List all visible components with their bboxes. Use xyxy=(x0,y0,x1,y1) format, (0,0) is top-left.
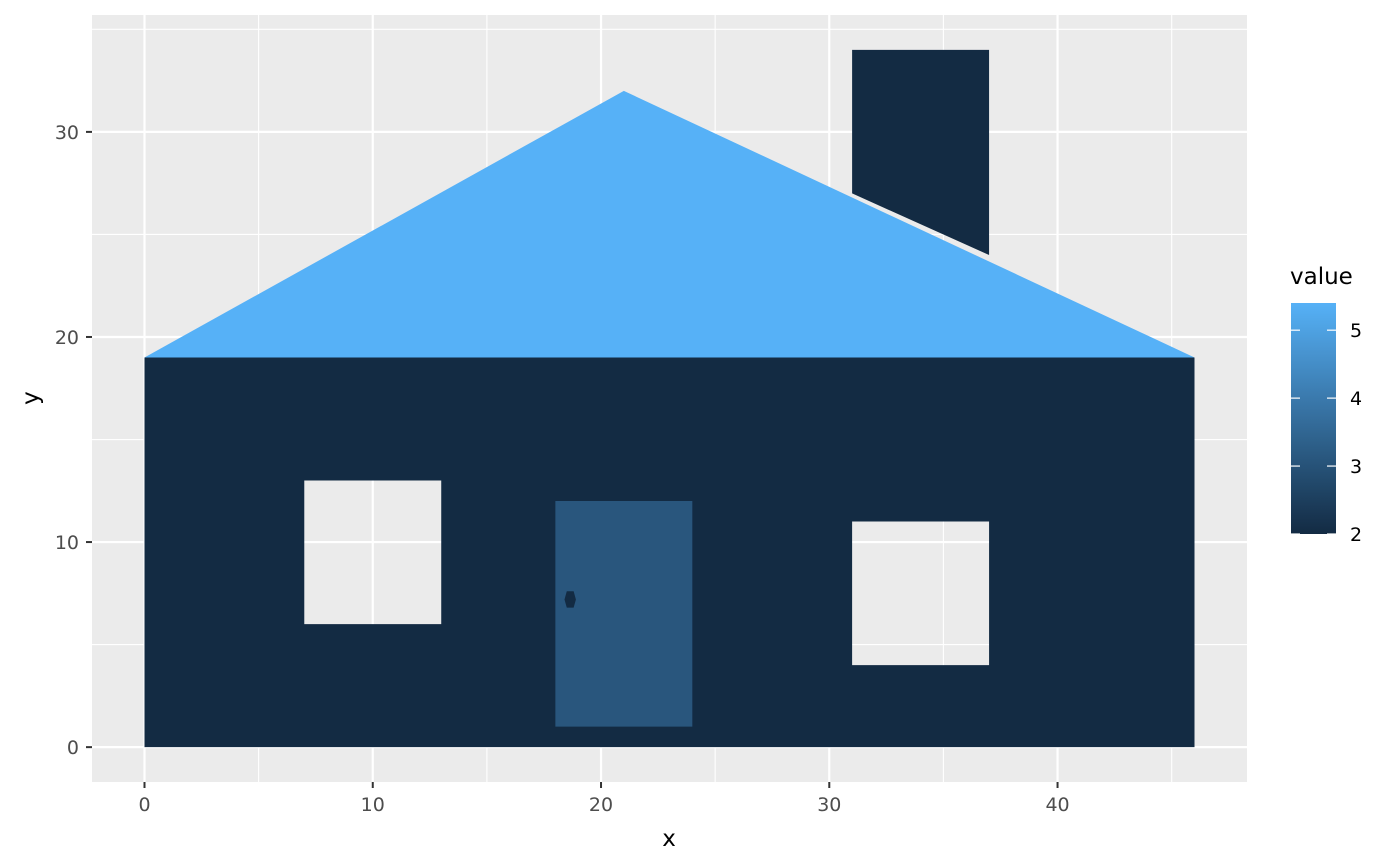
legend-label: 3 xyxy=(1350,456,1362,478)
shape-chimney xyxy=(852,49,990,255)
legend: value 2 3 4 5 xyxy=(1290,264,1362,546)
x-tick-label: 30 xyxy=(817,794,841,816)
y-tick-label: 10 xyxy=(55,532,79,554)
shape-door xyxy=(555,501,693,727)
y-axis: 0 10 20 30 xyxy=(55,122,92,759)
legend-title: value xyxy=(1290,264,1353,290)
x-tick-label: 20 xyxy=(589,794,613,816)
x-tick-label: 0 xyxy=(138,794,150,816)
y-tick-label: 20 xyxy=(55,327,79,349)
legend-label: 5 xyxy=(1350,320,1362,342)
y-tick-label: 0 xyxy=(67,737,79,759)
legend-label: 2 xyxy=(1350,524,1362,546)
x-axis-title: x xyxy=(662,826,676,852)
shapes-layer xyxy=(144,49,1195,748)
legend-colorbar xyxy=(1291,303,1336,534)
x-axis: 0 10 20 30 40 xyxy=(138,782,1070,816)
legend-label: 4 xyxy=(1350,388,1362,410)
y-axis-title: y xyxy=(18,391,44,405)
y-tick-label: 30 xyxy=(55,122,79,144)
x-tick-label: 10 xyxy=(361,794,385,816)
shape-door-knob xyxy=(564,591,576,608)
shape-roof xyxy=(144,90,1195,358)
x-tick-label: 40 xyxy=(1045,794,1069,816)
